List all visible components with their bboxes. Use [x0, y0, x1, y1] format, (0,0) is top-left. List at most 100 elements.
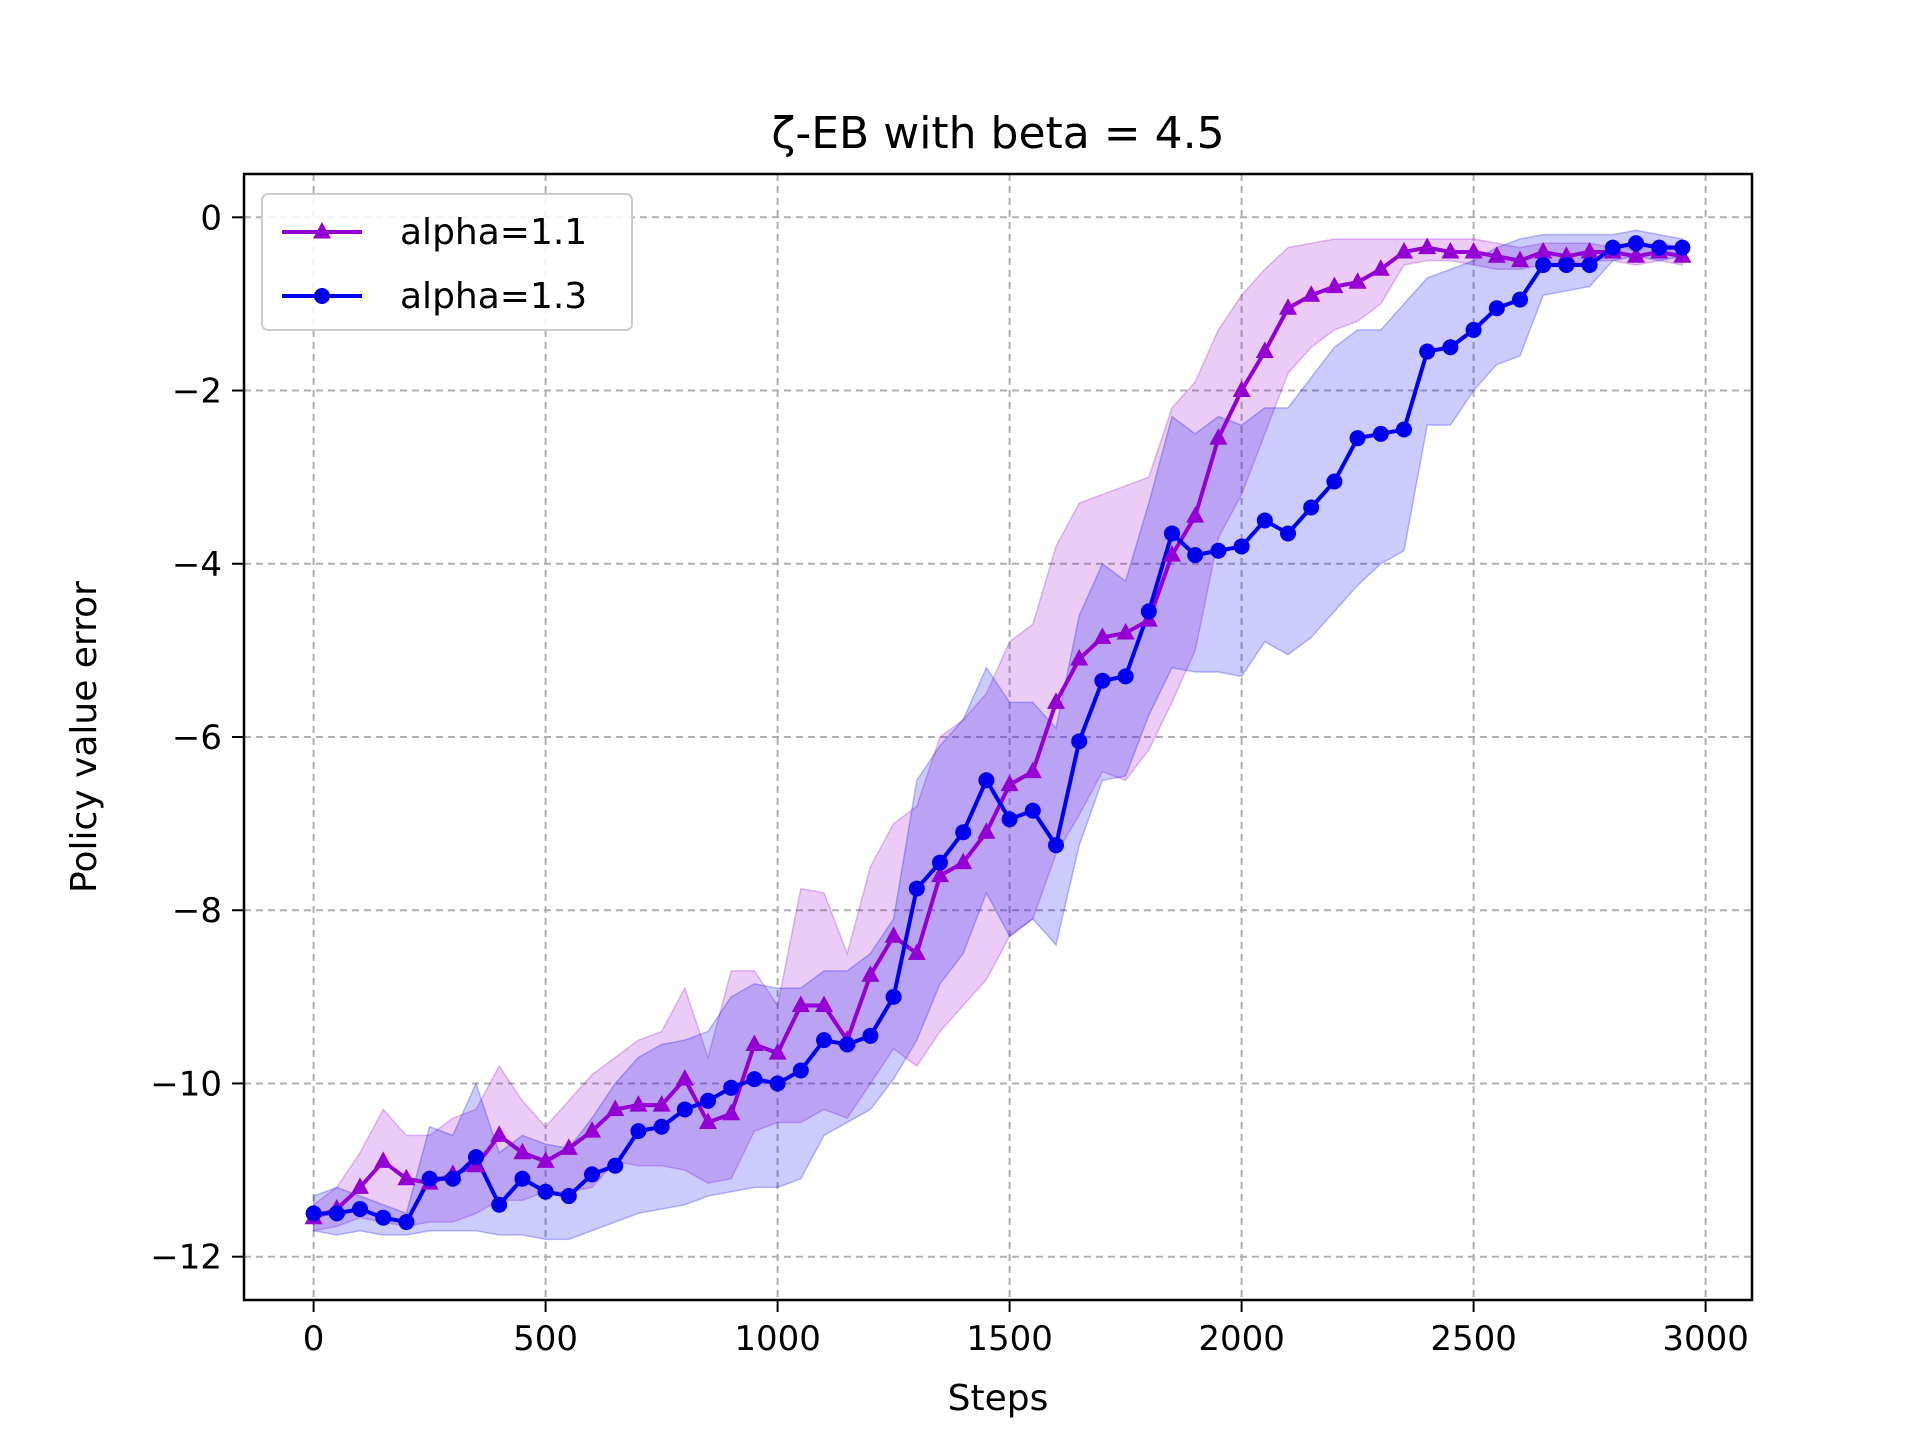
point-series-2	[607, 1157, 624, 1174]
point-series-1	[907, 943, 926, 961]
point-series-2	[1581, 256, 1598, 273]
point-series-2	[653, 1118, 670, 1135]
point-series-2	[1604, 239, 1621, 256]
series-markers	[304, 235, 1692, 1231]
point-series-1	[606, 1099, 625, 1116]
legend-marker-series-2	[314, 288, 330, 304]
point-series-2	[444, 1170, 461, 1187]
point-series-2	[1233, 538, 1250, 555]
point-series-2	[792, 1062, 809, 1079]
point-series-2	[1558, 256, 1575, 273]
y-tick-label: −12	[150, 1238, 222, 1278]
point-series-1	[490, 1125, 509, 1142]
point-series-2	[1164, 525, 1180, 542]
x-tick-label: 1500	[966, 1319, 1053, 1359]
point-series-1	[1511, 250, 1529, 268]
point-series-1	[536, 1151, 555, 1168]
legend-label-series-1: alpha=1.1	[400, 212, 587, 253]
point-series-2	[1628, 235, 1644, 252]
point-series-2	[1001, 811, 1018, 828]
x-tick-label: 2000	[1198, 1319, 1285, 1359]
x-tick-label: 500	[513, 1319, 578, 1359]
axis-ticks: 0 500 1000 1500 2000 2500 3000 0 −2 −4 −6 −8 −10 −12	[150, 198, 1749, 1359]
point-series-1	[1325, 276, 1344, 294]
point-series-2	[1674, 239, 1691, 256]
point-series-2	[1024, 802, 1041, 819]
point-series-1	[1209, 428, 1228, 445]
point-series-1	[699, 1112, 717, 1129]
point-series-1	[884, 926, 903, 943]
point-series-2	[514, 1170, 531, 1187]
point-series-1	[722, 1103, 741, 1121]
point-series-2	[1535, 256, 1552, 273]
point-series-1	[861, 965, 880, 982]
point-series-2	[1419, 343, 1436, 360]
point-series-2	[491, 1196, 508, 1213]
point-series-1	[1371, 259, 1390, 276]
point-series-2	[816, 1032, 832, 1049]
point-series-1	[1070, 649, 1089, 666]
point-series-2	[746, 1071, 763, 1088]
point-series-1	[1232, 380, 1251, 398]
point-series-1	[1395, 241, 1413, 259]
point-series-2	[1442, 339, 1459, 356]
point-series-2	[932, 854, 948, 871]
point-series-2	[1117, 668, 1134, 685]
y-tick-label: −2	[172, 372, 222, 412]
point-series-2	[1256, 512, 1273, 529]
point-series-2	[630, 1123, 647, 1140]
point-series-1	[351, 1177, 369, 1194]
point-series-2	[468, 1149, 484, 1166]
point-series-1	[745, 1034, 764, 1051]
point-series-1	[513, 1142, 532, 1160]
y-tick-label: −10	[150, 1064, 222, 1104]
point-series-1	[397, 1168, 416, 1186]
point-series-2	[676, 1101, 693, 1118]
point-series-2	[1349, 430, 1366, 447]
point-series-2	[1396, 421, 1412, 438]
point-series-2	[769, 1075, 786, 1092]
point-series-1	[1487, 246, 1506, 263]
point-series-2	[305, 1205, 322, 1222]
point-series-2	[862, 1027, 879, 1044]
point-series-1	[1093, 627, 1112, 644]
y-tick-label: −4	[172, 545, 222, 585]
point-series-1	[1255, 341, 1274, 359]
point-series-2	[1071, 733, 1088, 750]
point-series-2	[908, 880, 925, 897]
point-series-2	[1488, 300, 1505, 317]
point-series-1	[1000, 774, 1019, 792]
point-series-2	[1326, 473, 1343, 490]
point-series-1	[1418, 237, 1437, 255]
point-series-1	[1441, 241, 1460, 259]
point-series-2	[955, 824, 972, 841]
x-tick-label: 1000	[734, 1319, 821, 1359]
point-series-2	[560, 1188, 577, 1205]
point-series-2	[978, 772, 995, 789]
point-series-1	[815, 995, 833, 1013]
point-series-1	[1348, 272, 1367, 289]
x-tick-label: 2500	[1430, 1319, 1517, 1359]
point-series-2	[398, 1214, 415, 1231]
point-series-2	[885, 988, 902, 1005]
legend: alpha=1.1 alpha=1.3	[261, 193, 633, 331]
x-tick-label: 0	[303, 1319, 325, 1359]
point-series-2	[375, 1209, 392, 1226]
legend-label-series-2: alpha=1.3	[400, 276, 587, 317]
point-series-2	[839, 1036, 856, 1053]
point-series-1	[1163, 545, 1181, 562]
point-series-2	[1372, 425, 1389, 442]
point-series-1	[954, 852, 973, 870]
point-series-2	[1048, 837, 1064, 854]
point-series-1	[977, 822, 996, 839]
point-series-2	[1465, 321, 1482, 338]
point-series-2	[1280, 525, 1296, 542]
point-series-2	[1512, 291, 1528, 308]
y-tick-label: 0	[200, 198, 222, 238]
point-series-2	[1187, 547, 1204, 564]
point-series-2	[352, 1201, 368, 1218]
legend-marker-series-1	[313, 222, 331, 239]
x-axis-title: Steps	[948, 1378, 1049, 1419]
y-axis-title: Policy value error	[64, 581, 105, 893]
